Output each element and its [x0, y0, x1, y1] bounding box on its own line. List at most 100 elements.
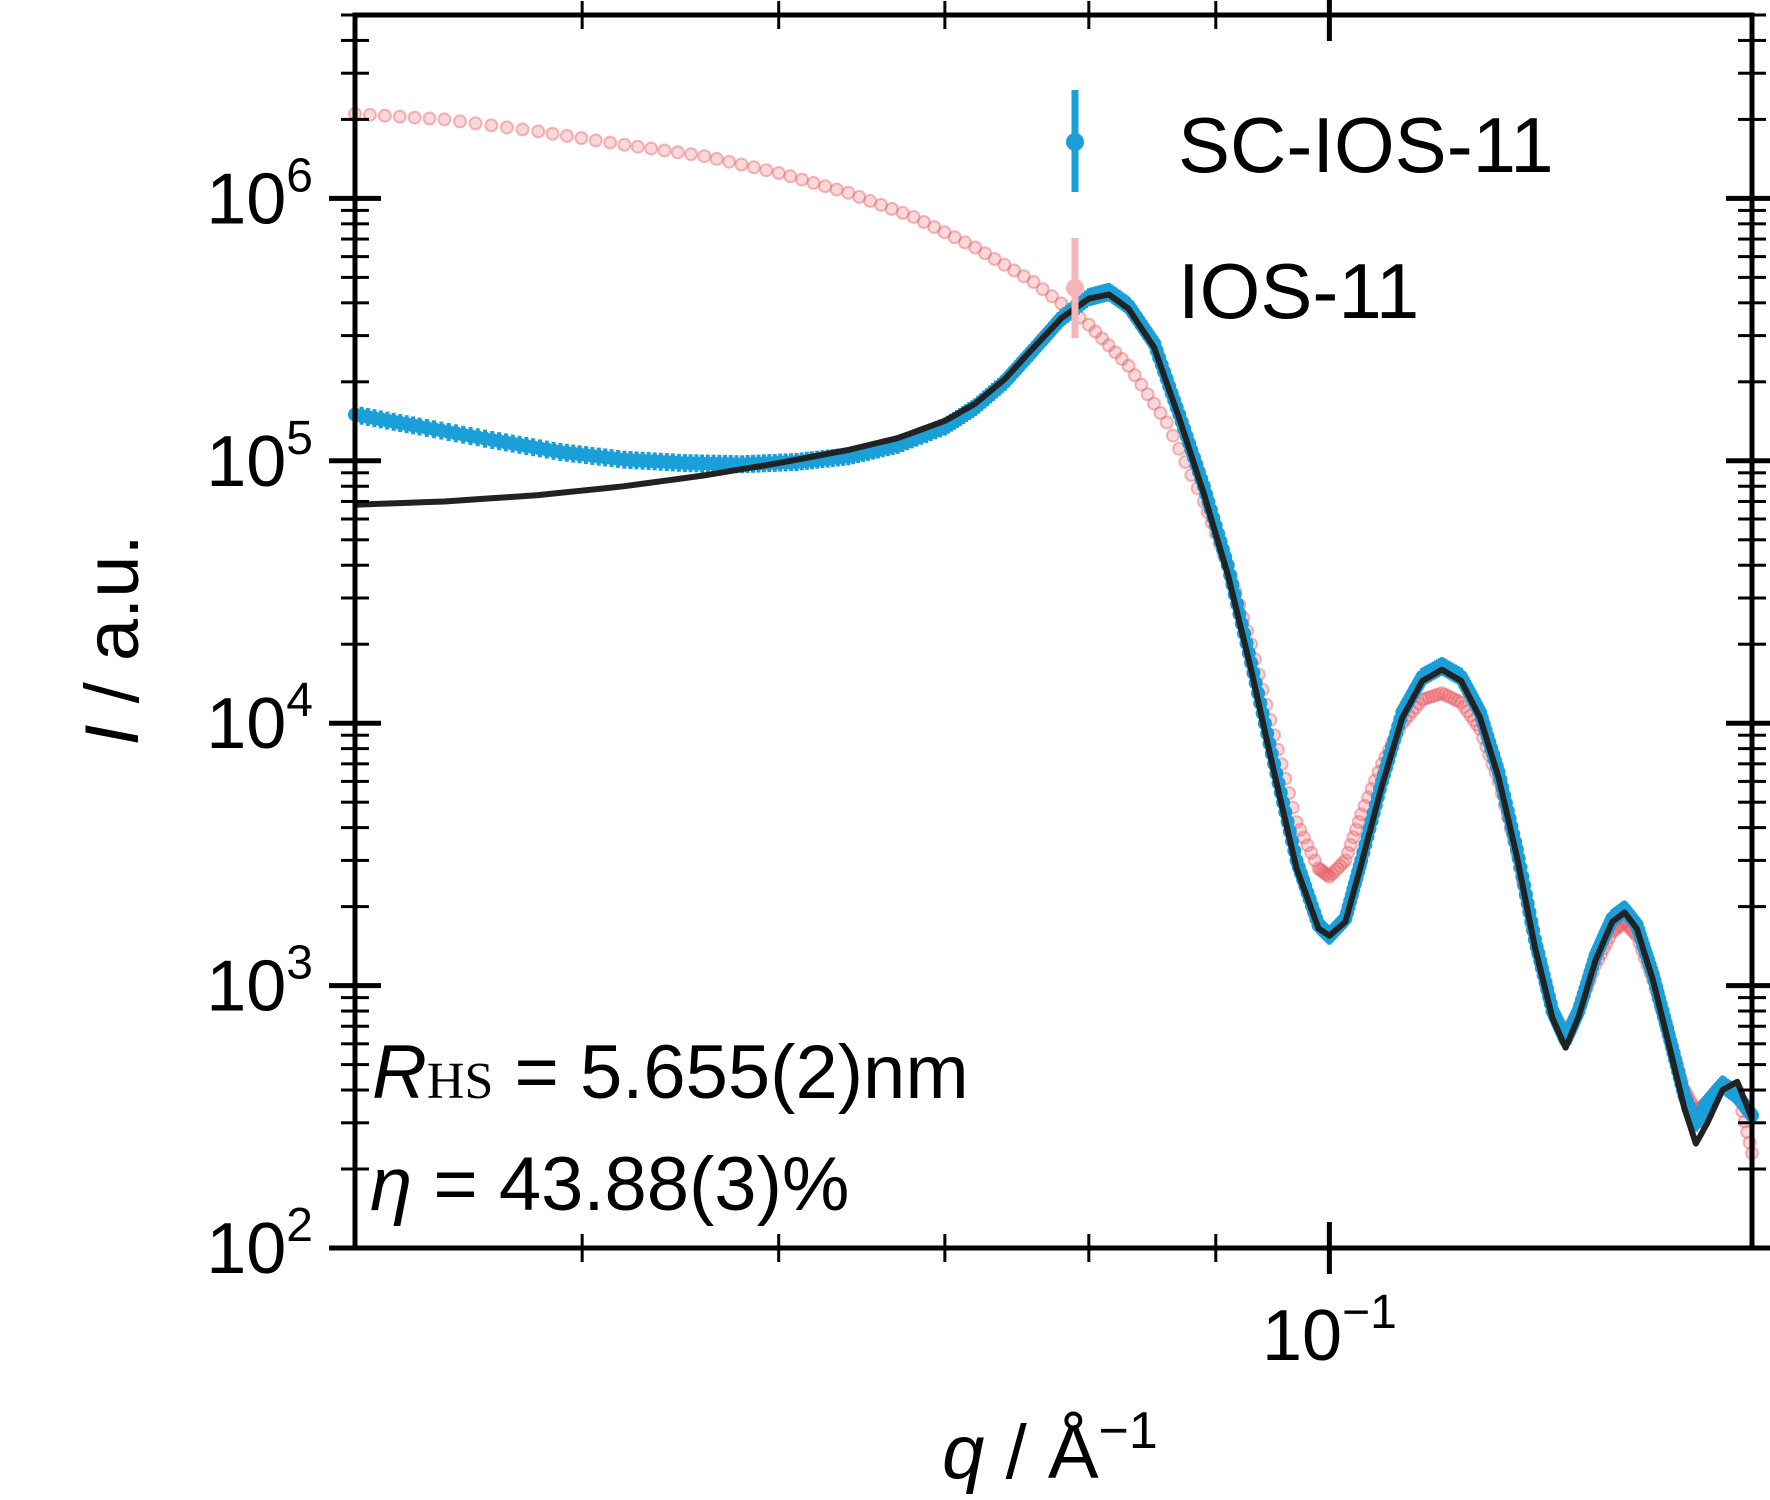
data-point-ios-11	[670, 145, 685, 160]
data-point-ios-11	[1016, 269, 1031, 284]
data-point-ios-11	[1438, 687, 1453, 702]
data-point-ios-11	[927, 220, 942, 235]
data-point-ios-11	[852, 189, 867, 204]
data-point-ios-11	[1101, 338, 1116, 353]
data-point-ios-11	[588, 133, 603, 148]
data-point-ios-11	[657, 143, 672, 158]
data-point-ios-11	[1434, 686, 1449, 701]
data-point-ios-11	[407, 110, 422, 125]
data-point-ios-11	[1325, 867, 1340, 881]
y-axis-label: I / a.u.	[70, 534, 155, 745]
data-point-ios-11	[1121, 358, 1136, 373]
data-point-ios-11	[997, 257, 1012, 272]
data-point-ios-11	[1140, 387, 1155, 402]
data-point-ios-11	[437, 112, 452, 127]
data-point-ios-11	[783, 169, 798, 184]
x-axis-label: q / Å−1	[942, 1402, 1158, 1495]
fit-curve	[354, 291, 1755, 1147]
data-point-ios-11	[1317, 865, 1331, 880]
plot-frame	[352, 12, 1755, 1251]
tick-layer: 102 103 104 105 106 10−1	[206, 0, 1770, 1376]
data-point-ios-11	[771, 166, 786, 180]
data-point-ios-11	[841, 185, 856, 200]
data-point-ios-11	[1147, 396, 1161, 411]
data-point-ios-11	[1153, 406, 1168, 420]
data-point-ios-11	[1431, 687, 1446, 702]
annotation-volume-fraction: η = 43.88(3)%	[370, 1142, 849, 1227]
data-point-ios-11	[1045, 289, 1059, 304]
data-point-ios-11	[1450, 693, 1465, 708]
data-point-ios-11	[916, 215, 931, 229]
data-point-ios-11	[559, 128, 574, 143]
data-point-ios-11	[499, 120, 514, 135]
data-point-ios-11	[484, 118, 499, 133]
data-point-ios-11	[1081, 317, 1096, 332]
data-point-ios-11	[617, 137, 632, 152]
data-point-ios-11	[574, 131, 589, 146]
data-point-ios-11	[806, 175, 821, 190]
data-point-ios-11	[362, 107, 377, 122]
y-tick-label: 106	[206, 149, 313, 239]
data-point-ios-11	[829, 182, 844, 197]
data-point-ios-11	[697, 149, 712, 164]
data-point-ios-11	[1351, 814, 1366, 829]
data-point-ios-11	[1425, 689, 1440, 704]
data-point-ios-11	[1330, 861, 1345, 876]
y-tick-label: 103	[206, 937, 313, 1027]
data-point-ios-11	[968, 240, 983, 255]
data-point-ios-11	[746, 160, 761, 175]
data-point-ios-11	[453, 114, 467, 129]
data-point-ios-11	[1335, 856, 1350, 871]
data-point-ios-11	[1026, 275, 1041, 289]
data-point-ios-11	[1313, 862, 1328, 877]
data-point-ios-11	[644, 141, 659, 156]
legend-marker-ios-11	[1066, 279, 1084, 297]
data-point-ios-11	[1318, 866, 1333, 881]
data-point-ios-11	[1108, 345, 1123, 360]
legend-entry-ios-11: IOS-11	[1066, 238, 1419, 338]
data-point-ios-11	[1346, 830, 1361, 845]
data-point-ios-11	[1343, 838, 1358, 852]
data-point-ios-11	[1447, 692, 1462, 707]
data-point-ios-11	[1311, 861, 1326, 876]
data-point-ios-11	[603, 135, 618, 150]
legend-label-ios-11: IOS-11	[1178, 247, 1419, 335]
data-point-ios-11	[759, 163, 774, 178]
y-tick-label: 102	[206, 1199, 313, 1289]
data-point-ios-11	[1421, 690, 1436, 705]
data-point-ios-11	[1444, 690, 1459, 705]
data-point-ios-11	[1007, 263, 1022, 278]
data-point-ios-11	[1315, 864, 1330, 879]
data-point-ios-11	[1307, 853, 1322, 868]
data-point-ios-11	[818, 179, 833, 194]
data-point-ios-11	[895, 205, 910, 220]
data-point-ios-11	[906, 209, 921, 224]
data-point-ios-11	[377, 108, 392, 123]
data-point-ios-11	[1127, 368, 1142, 383]
legend-label-sc-ios-11: SC-IOS-11	[1178, 101, 1554, 189]
annotation-radius: RHS = 5.655(2)nm	[372, 1030, 969, 1115]
data-point-ios-11	[794, 172, 809, 187]
data-point-ios-11	[684, 147, 698, 162]
data-point-ios-11	[1095, 331, 1110, 346]
data-point-ios-11	[1165, 428, 1180, 443]
y-tick-label: 104	[206, 674, 313, 764]
data-point-ios-11	[1300, 838, 1315, 853]
data-point-ios-11	[1327, 864, 1342, 879]
data-point-ios-11	[515, 122, 530, 137]
data-point-ios-11	[722, 154, 737, 169]
legend: SC-IOS-11 IOS-11	[1066, 90, 1554, 338]
data-point-ios-11	[1320, 868, 1335, 883]
data-point-ios-11	[630, 139, 645, 154]
data-point-ios-11	[531, 124, 546, 139]
legend-entry-sc-ios-11: SC-IOS-11	[1066, 90, 1554, 192]
data-layer	[348, 106, 1759, 1161]
data-point-ios-11	[1159, 415, 1174, 430]
data-point-ios-11	[392, 109, 407, 124]
legend-marker-sc-ios-11	[1066, 133, 1084, 151]
data-point-ios-11	[1441, 689, 1456, 704]
data-point-ios-11	[545, 126, 560, 141]
data-point-ios-11	[978, 246, 992, 261]
data-point-ios-11	[958, 235, 972, 250]
